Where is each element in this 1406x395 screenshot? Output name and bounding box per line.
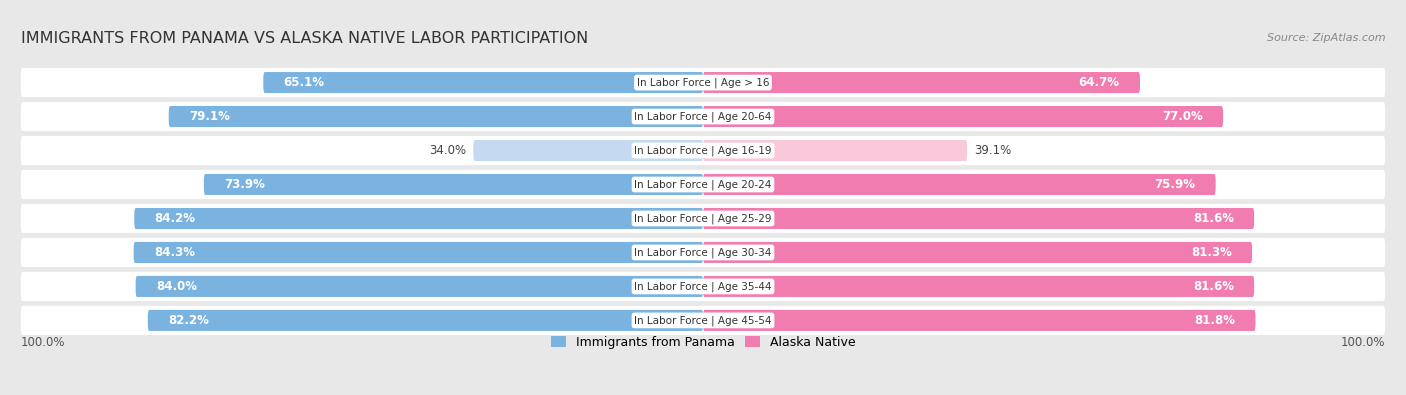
Text: In Labor Force | Age 35-44: In Labor Force | Age 35-44 bbox=[634, 281, 772, 292]
Text: 82.2%: 82.2% bbox=[169, 314, 209, 327]
Text: 77.0%: 77.0% bbox=[1163, 110, 1202, 123]
FancyBboxPatch shape bbox=[21, 238, 1385, 267]
FancyBboxPatch shape bbox=[21, 102, 1385, 131]
FancyBboxPatch shape bbox=[703, 174, 1216, 195]
Text: In Labor Force | Age > 16: In Labor Force | Age > 16 bbox=[637, 77, 769, 88]
FancyBboxPatch shape bbox=[703, 208, 1254, 229]
Text: In Labor Force | Age 20-64: In Labor Force | Age 20-64 bbox=[634, 111, 772, 122]
Text: IMMIGRANTS FROM PANAMA VS ALASKA NATIVE LABOR PARTICIPATION: IMMIGRANTS FROM PANAMA VS ALASKA NATIVE … bbox=[21, 31, 588, 46]
Text: 81.3%: 81.3% bbox=[1191, 246, 1232, 259]
Text: 39.1%: 39.1% bbox=[974, 144, 1011, 157]
FancyBboxPatch shape bbox=[21, 68, 1385, 97]
FancyBboxPatch shape bbox=[135, 208, 703, 229]
Text: 100.0%: 100.0% bbox=[1341, 336, 1385, 349]
Text: In Labor Force | Age 45-54: In Labor Force | Age 45-54 bbox=[634, 315, 772, 325]
FancyBboxPatch shape bbox=[169, 106, 703, 127]
FancyBboxPatch shape bbox=[21, 272, 1385, 301]
Text: 34.0%: 34.0% bbox=[429, 144, 467, 157]
Text: 81.8%: 81.8% bbox=[1194, 314, 1236, 327]
Text: 81.6%: 81.6% bbox=[1192, 212, 1234, 225]
Text: Source: ZipAtlas.com: Source: ZipAtlas.com bbox=[1267, 34, 1385, 43]
FancyBboxPatch shape bbox=[21, 136, 1385, 165]
Text: In Labor Force | Age 16-19: In Labor Force | Age 16-19 bbox=[634, 145, 772, 156]
FancyBboxPatch shape bbox=[204, 174, 703, 195]
Text: In Labor Force | Age 20-24: In Labor Force | Age 20-24 bbox=[634, 179, 772, 190]
FancyBboxPatch shape bbox=[148, 310, 703, 331]
FancyBboxPatch shape bbox=[21, 306, 1385, 335]
FancyBboxPatch shape bbox=[263, 72, 703, 93]
Text: 73.9%: 73.9% bbox=[224, 178, 264, 191]
FancyBboxPatch shape bbox=[21, 170, 1385, 199]
FancyBboxPatch shape bbox=[703, 140, 967, 161]
FancyBboxPatch shape bbox=[134, 242, 703, 263]
Text: 64.7%: 64.7% bbox=[1078, 76, 1119, 89]
Text: 84.2%: 84.2% bbox=[155, 212, 195, 225]
FancyBboxPatch shape bbox=[21, 204, 1385, 233]
FancyBboxPatch shape bbox=[703, 72, 1140, 93]
Text: In Labor Force | Age 25-29: In Labor Force | Age 25-29 bbox=[634, 213, 772, 224]
Text: 81.6%: 81.6% bbox=[1192, 280, 1234, 293]
FancyBboxPatch shape bbox=[474, 140, 703, 161]
FancyBboxPatch shape bbox=[703, 310, 1256, 331]
FancyBboxPatch shape bbox=[703, 276, 1254, 297]
FancyBboxPatch shape bbox=[703, 242, 1253, 263]
Text: 65.1%: 65.1% bbox=[284, 76, 325, 89]
Text: 75.9%: 75.9% bbox=[1154, 178, 1195, 191]
Text: 84.3%: 84.3% bbox=[153, 246, 195, 259]
Text: 84.0%: 84.0% bbox=[156, 280, 197, 293]
FancyBboxPatch shape bbox=[135, 276, 703, 297]
FancyBboxPatch shape bbox=[703, 106, 1223, 127]
Text: 79.1%: 79.1% bbox=[188, 110, 229, 123]
Text: In Labor Force | Age 30-34: In Labor Force | Age 30-34 bbox=[634, 247, 772, 258]
Legend: Immigrants from Panama, Alaska Native: Immigrants from Panama, Alaska Native bbox=[546, 331, 860, 354]
Text: 100.0%: 100.0% bbox=[21, 336, 65, 349]
